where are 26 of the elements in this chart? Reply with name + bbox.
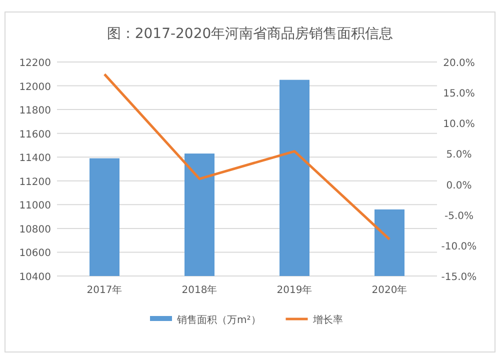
y-tick-label: 10400 xyxy=(19,272,51,283)
x-tick-label: 2019年 xyxy=(276,284,312,296)
y-tick-label: 12000 xyxy=(19,82,51,93)
x-tick-label: 2017年 xyxy=(86,284,122,296)
y-tick-label: 11000 xyxy=(19,200,51,212)
x-tick-label: 2018年 xyxy=(182,284,218,296)
y2-tick-label: -15.0% xyxy=(441,272,477,283)
y-tick-label: 11600 xyxy=(19,129,51,140)
y2-tick-label: 10.0% xyxy=(443,119,475,130)
y2-tick-label: 15.0% xyxy=(443,88,475,100)
y-tick-label: 10600 xyxy=(19,248,51,260)
y-tick-label: 11400 xyxy=(19,153,51,164)
y-tick-label: 10800 xyxy=(19,224,51,236)
legend-label: 销售面积（万m²） xyxy=(176,314,261,326)
line-series xyxy=(103,72,391,241)
y2-tick-label: 0.0% xyxy=(446,180,472,192)
x-tick-label: 2020年 xyxy=(372,284,408,296)
chart-title: 图：2017-2020年河南省商品房销售面积信息 xyxy=(106,26,394,42)
y-tick-label: 11800 xyxy=(19,106,51,117)
y2-tick-label: -5.0% xyxy=(444,210,474,222)
y-tick-label: 12200 xyxy=(19,58,51,69)
legend-label: 增长率 xyxy=(312,314,343,326)
y-tick-label: 11200 xyxy=(19,176,51,188)
y2-tick-label: -10.0% xyxy=(441,241,477,252)
y2-tick-label: 20.0% xyxy=(443,58,475,69)
y2-tick-label: 5.0% xyxy=(446,150,472,161)
